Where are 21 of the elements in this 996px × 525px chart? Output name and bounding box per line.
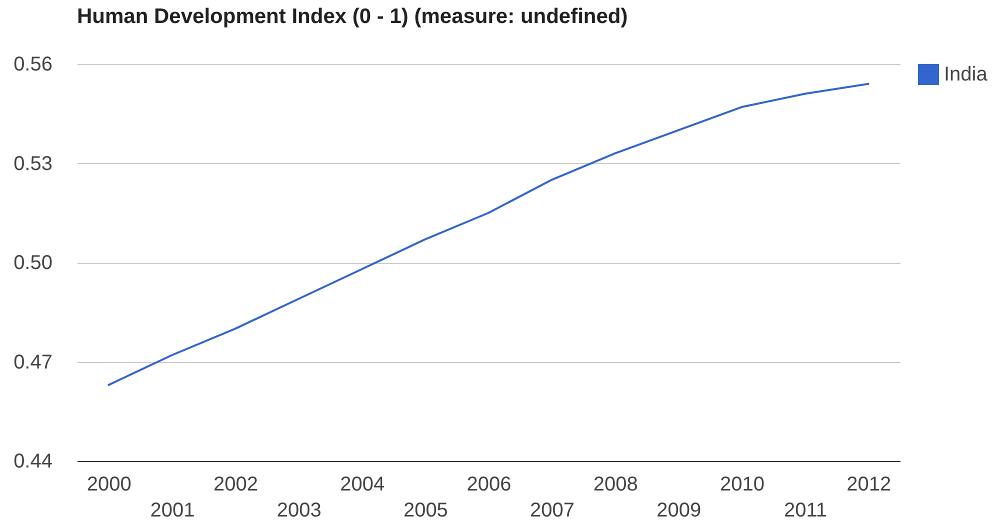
x-tick-label: 2010 bbox=[720, 474, 764, 496]
chart-title: Human Development Index (0 - 1) (measure: undefined) bbox=[77, 5, 628, 28]
x-tick-label: 2003 bbox=[276, 500, 322, 522]
legend-label: India bbox=[944, 64, 988, 86]
y-tick-label: 0.53 bbox=[14, 152, 52, 175]
x-tick-label: 2006 bbox=[466, 474, 512, 496]
x-tick-label: 2001 bbox=[150, 500, 195, 522]
x-tick-label: 2002 bbox=[214, 474, 258, 496]
y-tick-label: 0.50 bbox=[14, 252, 52, 274]
x-tick-label: 2004 bbox=[340, 474, 385, 496]
y-tick-label: 0.47 bbox=[14, 351, 52, 374]
x-tick-label: 2012 bbox=[846, 474, 892, 496]
x-tick-label: 2009 bbox=[656, 500, 702, 522]
x-tick-label: 2005 bbox=[403, 500, 448, 522]
x-tick-label: 2000 bbox=[86, 474, 132, 496]
x-tick-label: 2008 bbox=[593, 474, 638, 496]
y-tick-label: 0.56 bbox=[14, 54, 52, 76]
y-tick-label: 0.44 bbox=[14, 450, 52, 472]
x-tick-label: 2011 bbox=[784, 500, 828, 522]
x-tick-label: 2007 bbox=[530, 500, 575, 522]
line-series bbox=[108, 82, 870, 386]
